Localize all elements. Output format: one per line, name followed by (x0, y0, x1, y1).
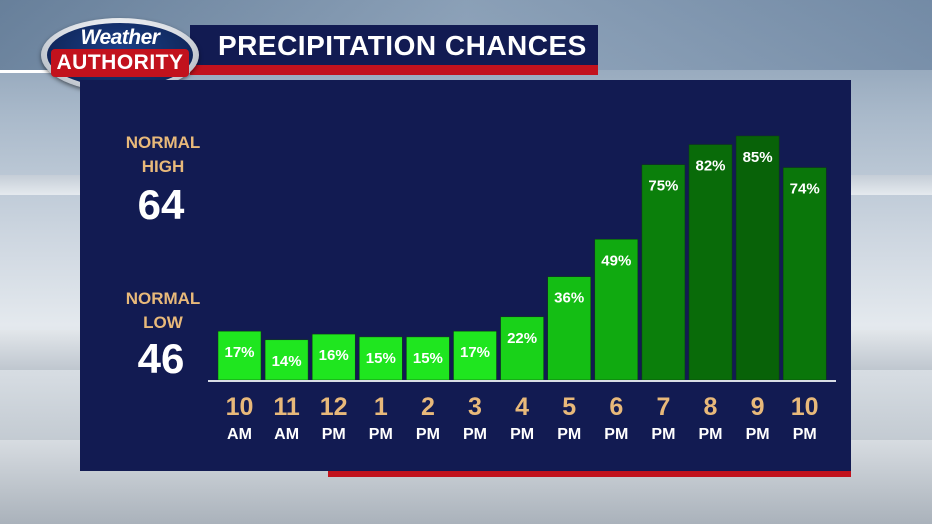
normal-high-label-line1: NORMAL (125, 133, 201, 152)
bar-11 (735, 135, 780, 381)
bar-value-label-11: 85% (743, 149, 773, 166)
bar-value-label-8: 49% (601, 252, 631, 269)
bar-6 (500, 316, 544, 381)
normal-low-label-line1: NORMAL (125, 289, 201, 308)
normal-high-value: 64 (137, 181, 185, 228)
x-tick-period-9: PM (651, 426, 675, 443)
x-tick-hour-10: 8 (704, 393, 718, 421)
x-tick-hour-2: 12 (320, 393, 348, 421)
x-tick-hour-8: 6 (609, 393, 623, 421)
bar-5 (453, 330, 497, 381)
x-tick-hour-7: 5 (562, 393, 576, 421)
bar-value-label-6: 22% (507, 330, 537, 347)
bar-4 (406, 336, 450, 381)
bar-value-label-2: 16% (319, 347, 349, 364)
x-tick-period-1: AM (274, 426, 299, 443)
bar-value-label-3: 15% (366, 350, 396, 367)
bar-9 (641, 164, 686, 381)
panel-red-accent (328, 471, 851, 477)
x-tick-hour-6: 4 (515, 393, 529, 421)
x-tick-period-4: PM (416, 426, 440, 443)
bar-3 (359, 336, 403, 381)
bar-12 (782, 167, 827, 381)
x-tick-period-5: PM (463, 426, 487, 443)
x-tick-hour-4: 2 (421, 393, 435, 421)
x-tick-period-6: PM (510, 426, 534, 443)
x-tick-period-7: PM (557, 426, 581, 443)
bar-value-label-1: 14% (272, 353, 302, 370)
page-title: PRECIPITATION CHANCES (218, 30, 587, 61)
bar-0 (217, 330, 262, 381)
x-tick-period-8: PM (604, 426, 628, 443)
x-tick-period-11: PM (746, 426, 770, 443)
bar-value-label-4: 15% (413, 350, 443, 367)
bar-value-label-12: 74% (790, 181, 820, 198)
normal-low-label-line2: LOW (143, 313, 183, 332)
x-tick-hour-3: 1 (374, 393, 388, 421)
normal-low-value: 46 (137, 335, 185, 382)
bar-2 (311, 333, 356, 381)
x-tick-period-3: PM (369, 426, 393, 443)
logo-text-authority: AUTHORITY (51, 49, 189, 77)
bar-value-label-5: 17% (460, 344, 490, 361)
x-tick-hour-0: 10 (226, 393, 254, 421)
x-tick-hour-12: 10 (791, 393, 819, 421)
bar-1 (264, 339, 309, 381)
x-tick-period-10: PM (699, 426, 723, 443)
bar-10 (688, 144, 733, 381)
x-tick-period-12: PM (793, 426, 817, 443)
x-tick-hour-5: 3 (468, 393, 482, 421)
bar-8 (594, 239, 639, 381)
bar-value-label-0: 17% (224, 344, 254, 361)
title-bar (190, 25, 598, 75)
bar-7 (547, 276, 591, 381)
x-tick-period-2: PM (322, 426, 346, 443)
bar-value-label-9: 75% (648, 178, 678, 195)
x-tick-hour-9: 7 (656, 393, 670, 421)
x-tick-hour-1: 11 (273, 393, 300, 421)
normal-high-label-line2: HIGH (141, 157, 185, 176)
x-tick-period-0: AM (227, 426, 252, 443)
x-tick-hour-11: 9 (751, 393, 765, 421)
bar-value-label-7: 36% (554, 290, 584, 307)
bar-value-label-10: 82% (695, 158, 725, 175)
logo-text-weather: Weather (80, 26, 160, 49)
